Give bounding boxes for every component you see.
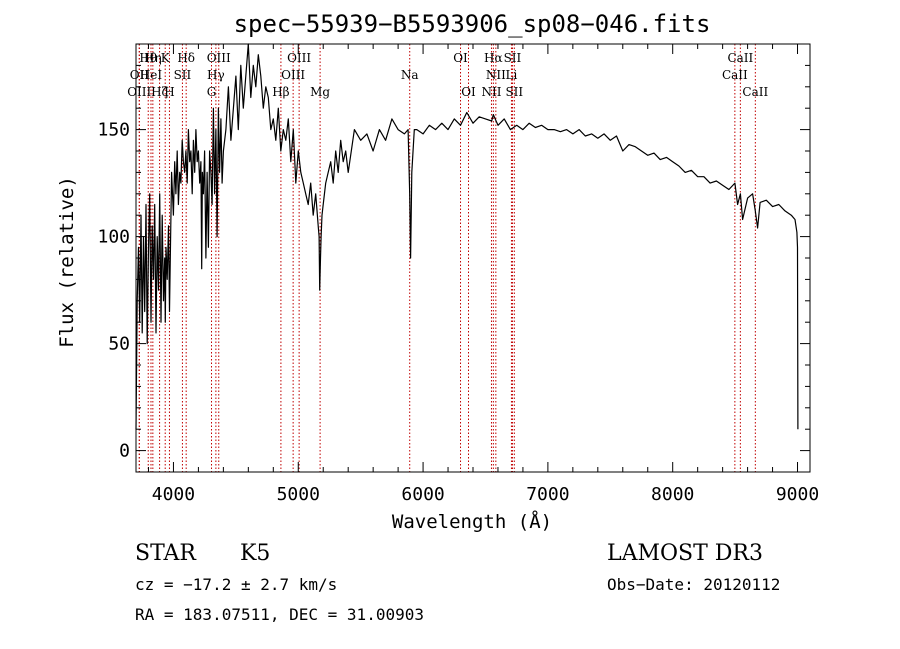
chart-title: spec−55939−B5593906_sp08−046.fits <box>234 10 711 38</box>
line-label-2: OIII <box>127 85 151 99</box>
line-label-27: CaII <box>722 68 748 82</box>
survey-name: LAMOST DR3 <box>607 541 763 566</box>
line-label-1: OII <box>130 68 150 82</box>
x-tick-label: 9000 <box>776 484 819 505</box>
line-label-13: Hβ <box>272 85 289 99</box>
x-tick-label: 4000 <box>152 484 195 505</box>
line-label-15: OIII <box>281 68 305 82</box>
line-label-18: OI <box>453 51 468 65</box>
line-label-22: NII <box>486 68 506 82</box>
line-label-3: Hη <box>144 51 162 65</box>
line-label-7: SII <box>174 68 192 82</box>
ra-dec-coordinates: RA = 183.07511, DEC = 31.00903 <box>135 605 424 624</box>
spectral-line-markers <box>138 44 756 472</box>
y-tick-label: 150 <box>97 120 130 141</box>
redshift-cz: cz = −17.2 ± 2.7 km/s <box>135 575 337 594</box>
y-axis: 0 50 100 150 <box>97 43 810 473</box>
y-tick-label: 0 <box>119 441 130 462</box>
line-label-19: OI <box>461 85 476 99</box>
x-axis: 4000 5000 6000 7000 8000 9000 <box>147 44 819 505</box>
x-axis-label: Wavelength (Å) <box>392 510 552 533</box>
object-class: STAR <box>135 541 197 566</box>
line-label-23: Li <box>506 68 518 82</box>
line-label-0: Hθ <box>139 51 157 65</box>
y-tick-label: 50 <box>108 334 130 355</box>
line-label-25: SII <box>505 85 523 99</box>
line-label-17: Na <box>401 68 419 82</box>
line-label-20: Hα <box>484 51 503 65</box>
line-label-12: G <box>207 85 217 99</box>
spectrum-series-line <box>135 43 799 430</box>
line-label-9: Hδ <box>177 51 195 65</box>
line-label-6: K <box>161 51 171 65</box>
line-label-16: Mg <box>310 85 330 99</box>
line-label-11: Hγ <box>207 68 225 82</box>
line-label-26: CaII <box>727 51 753 65</box>
x-tick-label: 7000 <box>526 484 569 505</box>
x-tick-label: 5000 <box>277 484 320 505</box>
y-axis-label: Flux (relative) <box>56 176 78 348</box>
y-tick-label: 100 <box>97 227 130 248</box>
line-label-28: CaII <box>742 85 768 99</box>
x-tick-label: 6000 <box>401 484 444 505</box>
observation-date: Obs−Date: 20120112 <box>607 575 780 594</box>
object-subclass: K5 <box>240 541 270 566</box>
line-label-10: OIII <box>207 51 231 65</box>
line-label-5: Hζ <box>151 85 168 99</box>
x-tick-label: 8000 <box>651 484 694 505</box>
line-label-14: OIII <box>287 51 311 65</box>
line-label-8: H <box>164 85 174 99</box>
line-label-4: HeI <box>140 68 163 82</box>
line-label-24: NII <box>481 85 501 99</box>
line-label-21: SII <box>504 51 522 65</box>
